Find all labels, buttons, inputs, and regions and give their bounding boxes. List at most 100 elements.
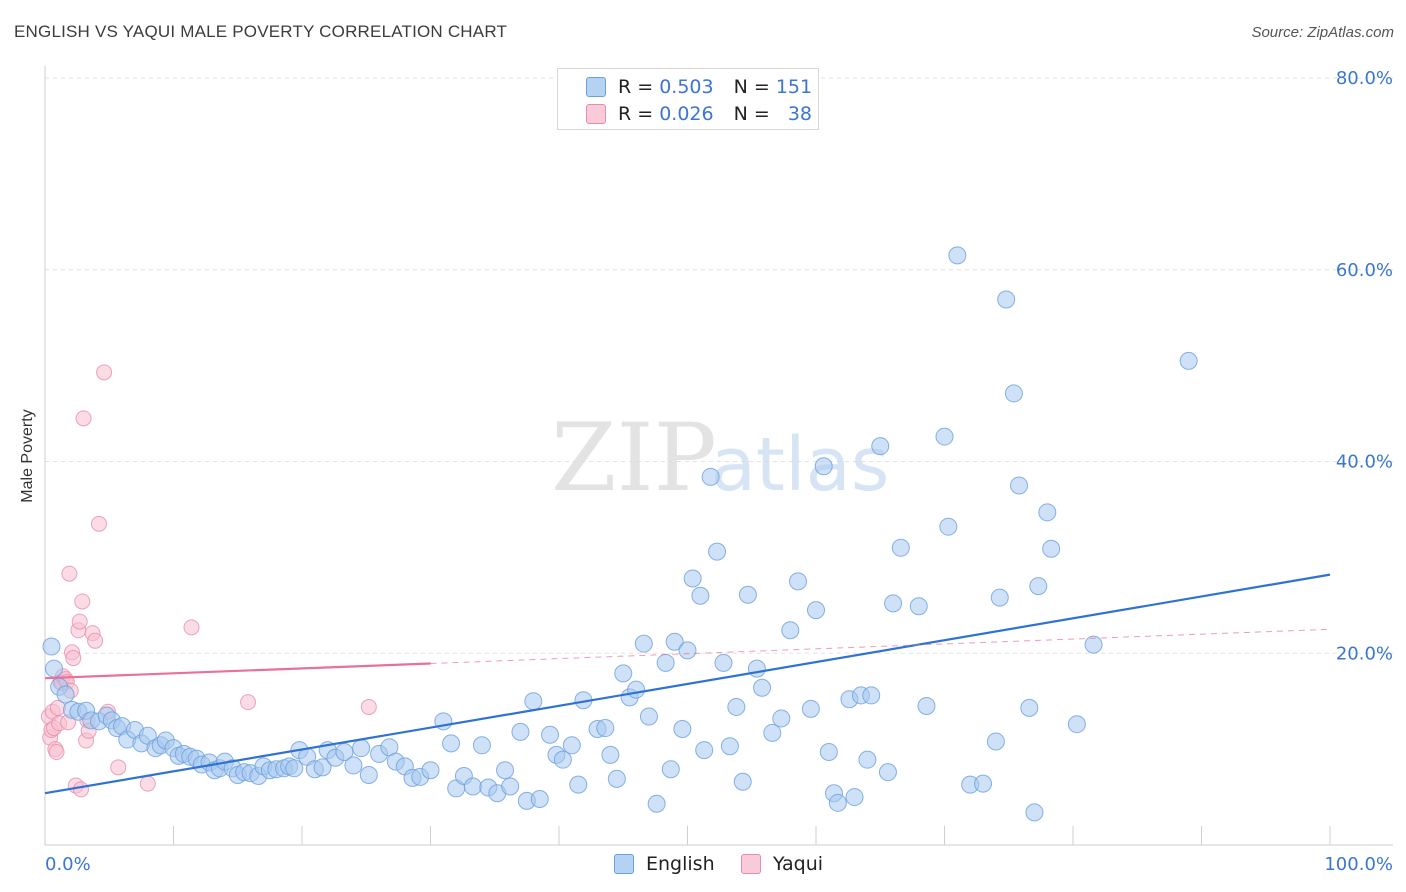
yaqui-point bbox=[72, 781, 89, 798]
english-point bbox=[701, 467, 720, 486]
yaqui-trend-line bbox=[44, 662, 431, 680]
english-point bbox=[909, 597, 928, 616]
english-point bbox=[683, 569, 702, 588]
english-point bbox=[56, 685, 75, 704]
yaqui-trend-line-extension bbox=[430, 628, 1331, 665]
english-point bbox=[720, 737, 739, 756]
trend-layer bbox=[44, 573, 1331, 795]
english-point bbox=[733, 772, 752, 791]
grid-layer bbox=[45, 77, 1393, 654]
english-point bbox=[562, 736, 581, 755]
yaqui-point bbox=[183, 619, 200, 636]
yaqui-point bbox=[360, 698, 377, 715]
legend-n-value: 38 bbox=[787, 103, 813, 125]
english-point bbox=[878, 763, 897, 782]
english-point bbox=[359, 766, 378, 785]
axis-layer bbox=[44, 66, 1393, 846]
english-point bbox=[656, 653, 675, 672]
yaqui-point bbox=[61, 565, 78, 582]
yaqui-point bbox=[87, 632, 104, 649]
tick-label-layer: 20.0% 40.0% 60.0% 80.0% 0.0% 100.0% bbox=[45, 68, 1393, 875]
yaqui-point bbox=[139, 775, 156, 792]
legend-n-value: 151 bbox=[775, 76, 813, 98]
english-point bbox=[1067, 715, 1086, 734]
english-point bbox=[541, 725, 560, 744]
english-point bbox=[285, 759, 304, 778]
x-tick-label: 100.0% bbox=[1324, 854, 1393, 875]
english-point bbox=[884, 594, 903, 613]
english-point bbox=[807, 601, 825, 620]
english-point bbox=[828, 793, 847, 812]
english-point bbox=[596, 719, 615, 738]
english-point bbox=[344, 756, 363, 775]
legend-r-label: R = bbox=[618, 76, 660, 98]
english-point bbox=[335, 743, 354, 762]
english-point bbox=[42, 637, 61, 656]
english-point bbox=[986, 732, 1005, 751]
bottom-legend-english: English bbox=[614, 851, 715, 877]
english-point bbox=[501, 777, 520, 796]
english-point bbox=[763, 723, 782, 742]
english-point bbox=[948, 246, 967, 265]
english-point bbox=[772, 709, 791, 728]
english-point bbox=[553, 750, 572, 769]
english-point bbox=[313, 758, 332, 777]
english-point bbox=[601, 745, 620, 764]
english-point bbox=[634, 634, 653, 653]
english-point bbox=[814, 457, 833, 476]
english-point bbox=[661, 760, 680, 779]
english-point bbox=[974, 774, 993, 793]
watermark-atlas: atlas bbox=[711, 422, 890, 508]
english-point bbox=[714, 653, 733, 672]
english-point bbox=[496, 761, 515, 780]
english-trend-line bbox=[44, 573, 1331, 795]
legend-r-label: R = bbox=[618, 103, 660, 125]
bottom-legend-swatch-english bbox=[614, 854, 634, 874]
english-point bbox=[607, 769, 626, 788]
yaqui-point bbox=[74, 593, 91, 610]
yaqui-point bbox=[48, 744, 65, 761]
y-tick-label: 80.0% bbox=[1336, 68, 1393, 89]
english-point bbox=[695, 741, 714, 760]
english-point bbox=[845, 788, 864, 807]
stats-legend: R = 0.503 N = 151 R = 0.026 N = 38 bbox=[557, 68, 819, 130]
bottom-legend-label-yaqui: Yaqui bbox=[773, 853, 824, 875]
english-point bbox=[463, 777, 482, 796]
english-point bbox=[1084, 635, 1103, 654]
english-point bbox=[472, 736, 491, 755]
english-point bbox=[691, 586, 710, 605]
legend-swatch-english bbox=[586, 77, 606, 97]
bottom-legend-swatch-yaqui bbox=[741, 854, 761, 874]
english-point bbox=[421, 761, 440, 780]
english-point bbox=[819, 743, 838, 762]
english-point bbox=[862, 686, 881, 705]
english-point bbox=[939, 517, 958, 536]
watermark-zip: ZIP bbox=[551, 404, 717, 513]
english-point bbox=[858, 750, 877, 769]
legend-n-label: N = bbox=[733, 103, 776, 125]
english-point bbox=[511, 722, 530, 741]
english-point bbox=[1004, 384, 1023, 403]
legend-row-yaqui: R = 0.026 N = 38 bbox=[586, 102, 812, 126]
english-point bbox=[352, 739, 371, 758]
legend-swatch-yaqui bbox=[586, 104, 606, 124]
english-point bbox=[1020, 698, 1039, 717]
english-point bbox=[524, 692, 543, 711]
yaqui-point bbox=[96, 364, 113, 381]
legend-row-english: R = 0.503 N = 151 bbox=[586, 75, 812, 99]
bottom-legend-yaqui: Yaqui bbox=[741, 851, 823, 877]
english-point bbox=[727, 697, 746, 716]
english-point bbox=[1179, 351, 1198, 370]
english-point bbox=[442, 734, 461, 753]
english-point bbox=[1025, 803, 1044, 822]
english-point bbox=[530, 789, 549, 808]
english-point bbox=[665, 632, 684, 651]
y-tick-label: 20.0% bbox=[1336, 643, 1393, 664]
english-point bbox=[708, 542, 727, 561]
english-point bbox=[871, 437, 890, 456]
english-point bbox=[44, 659, 63, 678]
y-tick-label: 60.0% bbox=[1336, 260, 1393, 281]
yaqui-point bbox=[90, 515, 107, 532]
yaqui-point bbox=[110, 759, 127, 776]
